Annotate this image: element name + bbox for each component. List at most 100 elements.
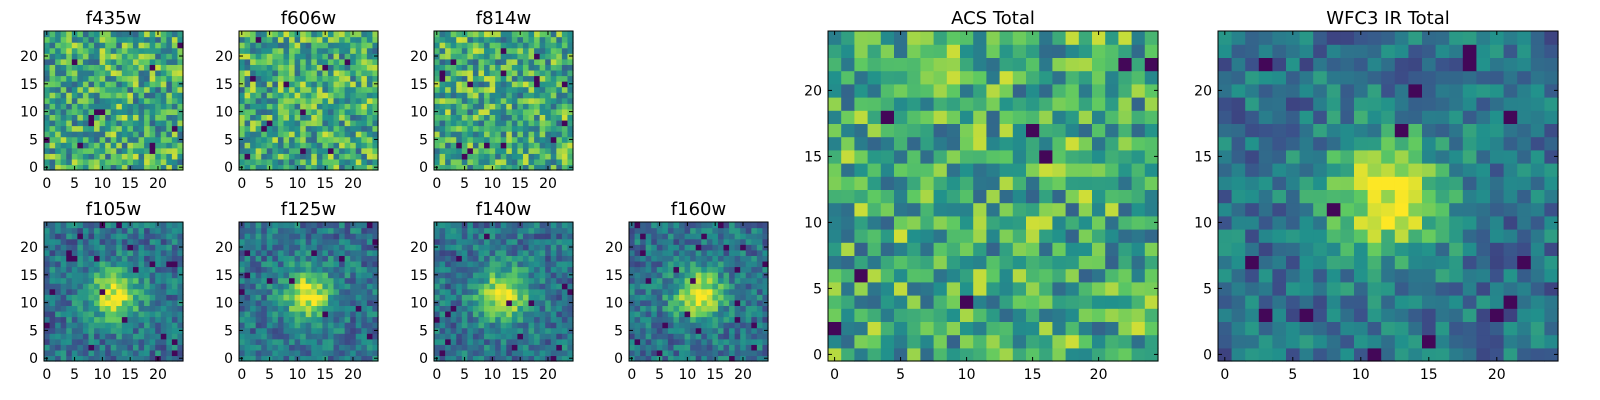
heatmap-cell [127,249,134,256]
heatmap-cell [77,147,84,154]
heatmap-cell [277,316,285,323]
heatmap-cell [1131,255,1146,270]
heatmap-cell [339,147,346,154]
heatmap-cell [946,255,961,270]
heatmap-cell [82,333,90,340]
heatmap-cell [695,349,702,357]
heatmap-cell [316,299,323,306]
heatmap-cell [239,97,246,104]
heatmap-cell [534,108,541,115]
heatmap-cell [300,260,307,268]
heatmap-cell [986,229,1001,243]
heatmap-cell [656,283,663,290]
heatmap-cell [71,233,78,240]
heatmap-cell [177,333,184,340]
heatmap-cell [567,42,574,49]
heatmap-cell [239,131,246,138]
heatmap-cell [567,349,574,357]
heatmap-cell [339,153,346,160]
heatmap-cell [439,310,446,318]
heatmap-cell [350,114,357,121]
heatmap-cell [94,69,101,77]
heatmap-cell [472,272,480,279]
heatmap-cell [244,233,251,240]
heatmap-cell [986,176,1001,190]
heatmap-cell [289,153,296,160]
heatmap-cell [171,86,179,93]
y-tick-label: 5 [224,132,233,148]
heatmap-cell [550,75,557,82]
heatmap-cell [239,64,246,71]
heatmap-cell [673,310,680,318]
heatmap-cell [695,255,702,262]
heatmap-cell [82,64,90,71]
heatmap-cell [545,305,552,312]
heatmap-cell [973,295,987,309]
heatmap-cell [467,86,474,93]
heatmap-cell [316,294,323,301]
heatmap-cell [177,349,184,357]
heatmap-cell [478,158,485,166]
heatmap-cell [495,42,502,49]
heatmap-cell [327,327,335,334]
heatmap-cell [160,36,167,43]
heatmap-cell [484,36,491,43]
heatmap-cell [322,153,329,160]
heatmap-cell [55,233,62,240]
heatmap-cell [445,222,452,229]
heatmap-cell [300,36,307,43]
heatmap-cell [66,294,73,301]
heatmap-cell [1131,334,1146,349]
heatmap-cell [127,86,134,93]
heatmap-cell [277,153,285,160]
heatmap-cell [361,136,368,143]
heatmap-cell [717,238,725,245]
heatmap-cell [305,322,312,329]
heatmap-cell [651,266,658,273]
heatmap-cell [434,64,441,71]
heatmap-cell [456,344,463,351]
heatmap-cell [132,103,140,110]
heatmap-cell [361,338,368,345]
heatmap-cell [344,294,351,301]
heatmap-cell [467,305,474,312]
heatmap-cell [66,283,73,290]
heatmap-cell [629,338,636,345]
heatmap-cell [701,344,708,351]
heatmap-cell [327,322,335,329]
heatmap-cell [450,75,457,82]
heatmap-cell [144,119,151,127]
heatmap-cell [740,233,747,240]
heatmap-cell [973,347,987,362]
heatmap-cell [294,136,301,143]
heatmap-cell [1078,281,1093,296]
heatmap-cell [456,233,463,240]
heatmap-cell [94,305,101,312]
heatmap-cell [71,81,78,88]
heatmap-cell [239,310,246,318]
heatmap-cell [99,108,106,115]
heatmap-cell [550,299,557,306]
heatmap-cell [82,244,90,251]
heatmap-cell [472,260,480,268]
heatmap-cell [960,281,974,296]
heatmap-cell [528,299,535,306]
heatmap-cell [522,244,530,251]
heatmap-cell [121,227,128,234]
heatmap-cell [99,147,106,154]
heatmap-cell [255,327,262,334]
heatmap-cell [640,277,647,284]
heatmap-cell [177,75,184,82]
heatmap-cell [495,322,502,329]
heatmap-cell [244,349,251,357]
heatmap-cell [495,283,502,290]
heatmap-cell [489,305,496,312]
heatmap-cell [461,81,468,88]
heatmap-cell [333,327,340,334]
heatmap-cell [484,344,491,351]
heatmap-cell [561,227,569,234]
heatmap-cell [561,249,569,256]
x-tick-label: 20 [344,367,362,383]
heatmap-cell [105,333,112,340]
heatmap-cell [1012,281,1027,296]
